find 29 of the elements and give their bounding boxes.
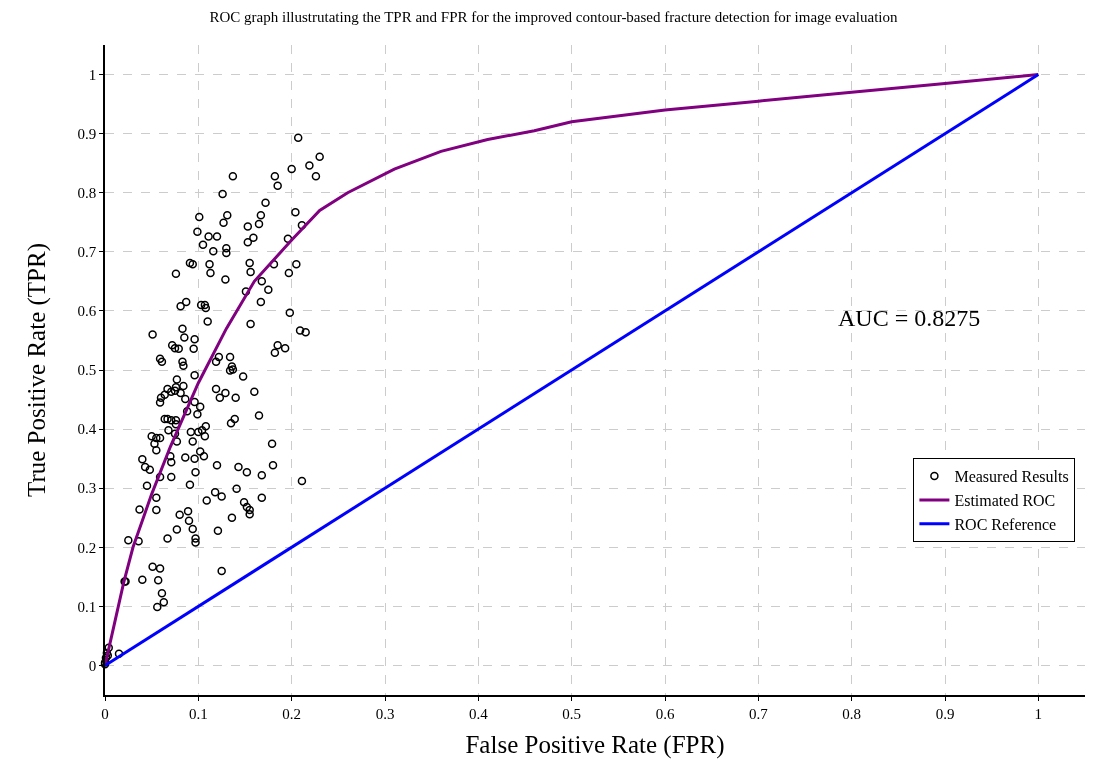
y-tick-label: 0.6 <box>77 303 97 320</box>
legend-label: Estimated ROC <box>954 492 1056 510</box>
y-tick-label: 0.7 <box>77 244 97 261</box>
x-axis-title: False Positive Rate (FPR) <box>465 731 725 759</box>
x-tick-label: 0.3 <box>375 705 395 722</box>
chart-title: ROC graph illustrutating the TPR and FPR for the improved contour-based fracture detection for image evaluation <box>209 8 898 25</box>
x-tick-label: 0.4 <box>468 705 489 722</box>
y-tick-label: 0.3 <box>77 480 97 497</box>
x-tick-label: 0 <box>101 705 109 722</box>
y-tick-label: 0.5 <box>77 362 97 379</box>
y-tick-label: 0.9 <box>77 125 97 142</box>
annotation: AUC = 0.8275 <box>838 305 981 331</box>
y-tick-label: 1 <box>88 66 97 83</box>
x-tick-label: 0.7 <box>748 705 769 722</box>
x-tick-label: 0.2 <box>282 705 302 722</box>
x-tick-label: 0.9 <box>935 705 955 722</box>
x-tick-label: 0.5 <box>562 705 582 722</box>
x-tick-label: 1 <box>1034 705 1043 722</box>
y-tick-label: 0.4 <box>77 421 97 438</box>
y-tick-label: 0.1 <box>77 598 97 615</box>
y-axis-title: True Positive Rate (TPR) <box>22 243 51 497</box>
x-tick-label: 0.1 <box>188 705 208 722</box>
legend-label: ROC Reference <box>954 515 1057 533</box>
y-tick-label: 0 <box>88 657 97 674</box>
x-tick-label: 0.6 <box>655 705 675 722</box>
y-tick-label: 0.8 <box>77 184 97 201</box>
y-tick-label: 0.2 <box>77 539 97 556</box>
legend-label: Measured Results <box>954 468 1069 486</box>
x-tick-label: 0.8 <box>842 705 862 722</box>
